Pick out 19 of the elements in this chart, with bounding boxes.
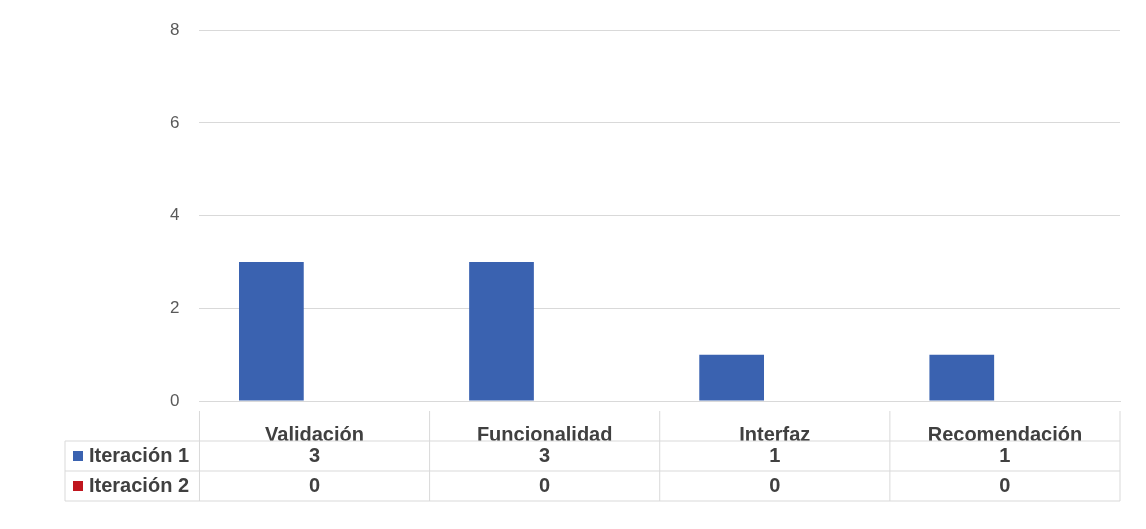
x-tick-label: Interfaz <box>739 422 811 445</box>
y-tick-label: 4 <box>169 205 180 225</box>
y-tick-label: 2 <box>169 297 180 317</box>
legend-label: Iteración 1 <box>89 443 190 466</box>
data-label: 0 <box>999 473 1011 496</box>
y-tick-label: 0 <box>169 390 180 410</box>
x-tick-label: Funcionalidad <box>476 422 613 445</box>
y-tick-label: 8 <box>169 19 180 39</box>
data-label: 0 <box>308 473 321 496</box>
legend-label: Iteración 2 <box>89 473 190 496</box>
data-label: 3 <box>539 443 551 466</box>
data-label: 0 <box>539 473 551 496</box>
data-label: 1 <box>769 443 781 466</box>
x-tick-label: Validación <box>265 422 364 445</box>
data-label: 0 <box>769 473 781 496</box>
data-label: 3 <box>308 443 321 466</box>
y-tick-label: 6 <box>169 112 180 132</box>
x-tick-label: Recomendación <box>927 422 1083 445</box>
data-label: 1 <box>999 443 1011 466</box>
